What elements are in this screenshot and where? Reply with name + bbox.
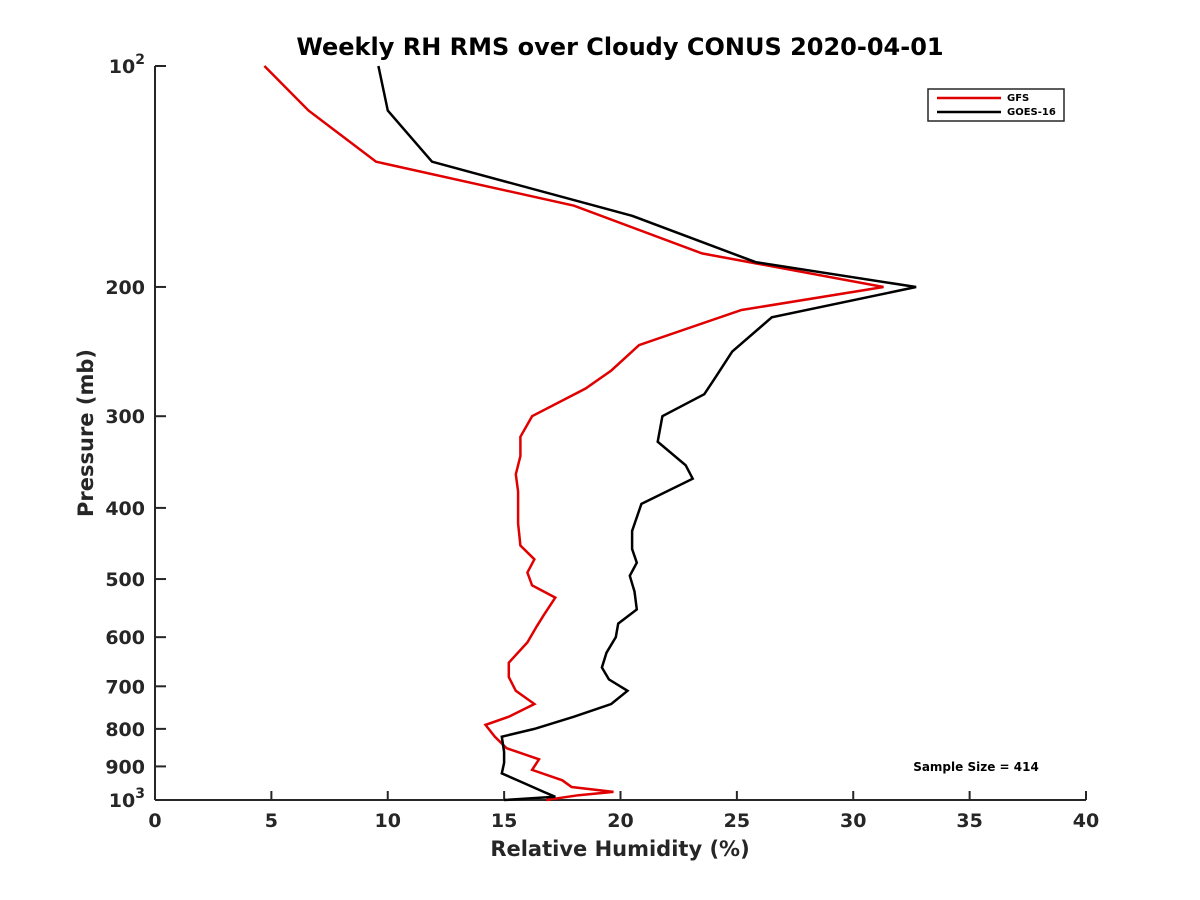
x-axis-ticks: 0 5 10 15 20 25 30 35 40 — [148, 791, 1099, 832]
y-tick-label: 102 — [109, 52, 145, 78]
x-tick-label: 0 — [148, 810, 161, 832]
legend: GFS GOES-16 — [927, 88, 1065, 122]
series-lines — [263, 65, 917, 802]
x-tick-label: 5 — [265, 810, 278, 832]
x-tick-label: 30 — [840, 810, 866, 832]
y-tick-label-base: 500 — [105, 569, 145, 591]
x-tick-label: 35 — [956, 810, 982, 832]
y-tick-label: 600 — [105, 627, 145, 649]
y-tick-label-base: 400 — [105, 498, 145, 520]
legend-label-goes16: GOES-16 — [1007, 107, 1056, 118]
y-tick-label: 103 — [109, 786, 145, 812]
y-tick-label: 400 — [105, 498, 145, 520]
plot-axes — [154, 66, 1086, 801]
y-axis-label: Pressure (mb) — [74, 349, 98, 517]
y-tick-label-base: 800 — [105, 719, 145, 741]
x-tick-label: 25 — [724, 810, 750, 832]
chart-title: Weekly RH RMS over Cloudy CONUS 2020-04-… — [296, 33, 943, 61]
x-tick-label: 40 — [1073, 810, 1099, 832]
y-tick-label-base: 300 — [105, 406, 145, 428]
y-tick-label-base: 10 — [109, 56, 135, 78]
y-tick-label-base: 10 — [109, 790, 135, 812]
series-line-goes16 — [377, 65, 917, 802]
y-tick-label: 500 — [105, 569, 145, 591]
y-tick-label-exponent: 2 — [135, 52, 145, 68]
legend-label-gfs: GFS — [1007, 93, 1029, 104]
y-tick-label-base: 900 — [105, 756, 145, 778]
y-tick-label-base: 600 — [105, 627, 145, 649]
y-tick-label-base: 200 — [105, 277, 145, 299]
y-tick-label: 900 — [105, 756, 145, 778]
x-tick-label: 20 — [607, 810, 633, 832]
sample-size-annotation: Sample Size = 414 — [913, 760, 1039, 774]
y-tick-label: 800 — [105, 719, 145, 741]
y-tick-label: 300 — [105, 406, 145, 428]
x-axis-label: Relative Humidity (%) — [490, 837, 749, 861]
y-tick-label: 700 — [105, 676, 145, 698]
y-tick-label: 200 — [105, 277, 145, 299]
x-tick-label: 10 — [375, 810, 401, 832]
series-line-gfs — [263, 65, 884, 802]
y-tick-label-base: 700 — [105, 676, 145, 698]
legend-box — [927, 88, 1065, 122]
x-tick-label: 15 — [491, 810, 517, 832]
y-tick-label-exponent: 3 — [135, 786, 145, 802]
